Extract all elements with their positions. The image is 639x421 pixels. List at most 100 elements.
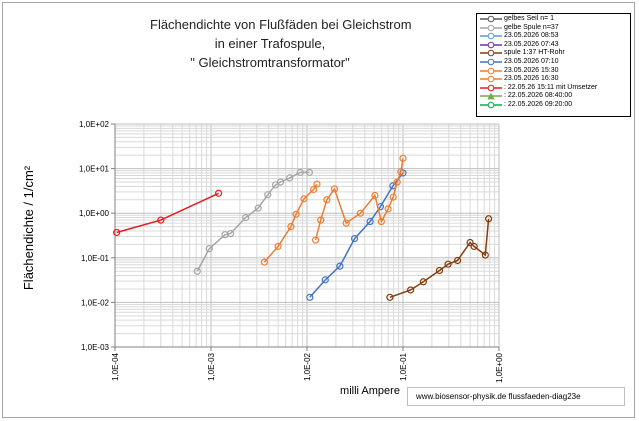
series-8 xyxy=(113,189,223,237)
legend-entry: 23.05.2026 07:43 xyxy=(477,41,630,50)
data-point xyxy=(157,216,165,224)
legend-swatch xyxy=(480,93,502,100)
series-1 xyxy=(193,168,314,275)
data-point xyxy=(205,245,213,253)
legend-entry: 23.05.2026 08:53 xyxy=(477,32,630,41)
data-point xyxy=(317,216,325,224)
x-tick-label: 1,0E-01 xyxy=(399,352,408,381)
data-point xyxy=(397,168,405,176)
data-point xyxy=(342,219,350,227)
series-4 xyxy=(386,215,493,301)
legend-entry: : 22.05.2026 08:40:00 xyxy=(477,92,630,101)
legend-swatch xyxy=(480,15,502,23)
legend-label: spule 1:37 HT-Rohr xyxy=(504,49,565,57)
data-point xyxy=(286,174,294,182)
legend-swatch xyxy=(480,58,502,66)
data-point xyxy=(389,193,397,201)
legend-entry: : 22.05.26 15:11 mit Umsetzer xyxy=(477,84,630,93)
data-point xyxy=(242,213,250,222)
data-point xyxy=(336,262,344,270)
series-7 xyxy=(312,154,407,244)
legend-swatch xyxy=(480,24,502,31)
series-line xyxy=(314,158,404,241)
data-point xyxy=(296,168,304,177)
data-point xyxy=(306,293,314,301)
data-point xyxy=(300,195,308,203)
data-point xyxy=(371,191,379,200)
chart-frame xyxy=(2,2,635,418)
legend-marker xyxy=(487,75,495,83)
data-point xyxy=(312,236,320,244)
data-point xyxy=(226,229,235,238)
y-tick-label: 1,0E+00 xyxy=(79,209,110,218)
legend-label: 23.05.2026 07:43 xyxy=(504,40,559,48)
legend-swatch xyxy=(480,32,502,40)
y-tick-label: 1,0E+01 xyxy=(79,165,110,174)
legend-swatch xyxy=(480,75,502,83)
legend-entry: gelbe Spule n=37 xyxy=(477,24,630,33)
data-point xyxy=(292,210,300,218)
data-point xyxy=(407,286,415,294)
data-point xyxy=(356,209,365,217)
data-point xyxy=(330,185,339,193)
legend-swatch xyxy=(480,50,502,57)
data-point xyxy=(386,293,394,301)
data-point xyxy=(366,217,374,226)
y-tick-label: 1,0E+02 xyxy=(79,120,110,129)
data-point xyxy=(193,267,201,275)
chart-series xyxy=(113,154,493,301)
legend-marker xyxy=(487,93,495,100)
data-point xyxy=(113,228,121,237)
legend-swatch xyxy=(480,101,502,109)
legend-entry: spule 1:37 HT-Rohr xyxy=(477,49,630,58)
x-tick-label: 1,0E-03 xyxy=(207,352,216,381)
data-point xyxy=(260,258,269,266)
legend-marker xyxy=(487,67,495,74)
data-point xyxy=(435,266,444,275)
legend-swatch xyxy=(480,41,502,49)
legend-label: : 22.05.2026 09:20:00 xyxy=(504,100,573,108)
legend-label: : 22.05.2026 08:40:00 xyxy=(504,92,573,100)
series-line xyxy=(389,218,490,299)
data-point xyxy=(444,260,452,268)
chart-grid xyxy=(114,123,500,348)
legend-entry: gelbes Seil n= 1 xyxy=(477,15,630,24)
data-point xyxy=(393,178,401,186)
legend-marker xyxy=(487,84,495,92)
data-point xyxy=(254,204,262,212)
legend-marker xyxy=(487,15,495,23)
data-point xyxy=(419,278,427,286)
data-point xyxy=(466,238,474,247)
chart-title-line-3: " Gleichstromtransformator" xyxy=(190,55,350,70)
legend-label: gelbe Spule n=37 xyxy=(504,23,559,31)
data-point xyxy=(481,251,489,259)
y-tick-label: 1,0E-02 xyxy=(81,298,110,307)
legend-label: 23.05.2026 16:30 xyxy=(504,75,559,83)
legend-label: gelbes Seil n= 1 xyxy=(504,15,555,22)
series-line xyxy=(263,183,318,263)
data-point xyxy=(309,185,318,194)
y-axis-label: Flächendichte / 1/cm² xyxy=(21,165,36,290)
series-line xyxy=(116,192,219,234)
data-point xyxy=(313,180,321,188)
data-point xyxy=(453,256,462,265)
legend-marker xyxy=(487,101,495,109)
data-point xyxy=(470,242,478,251)
y-tick-label: 1,0E-03 xyxy=(81,343,110,352)
legend-marker xyxy=(487,58,495,66)
data-point xyxy=(323,196,331,204)
legend-entry: : 22.05.2026 09:20:00 xyxy=(477,101,630,110)
legend-marker xyxy=(487,24,495,31)
chart-title-line-1: Flächendichte von Flußfäden bei Gleichst… xyxy=(150,17,412,32)
chart-axes: 1,0E+02 1,0E+01 1,0E+00 1,0E-01 1,0E-02 1,0E-… xyxy=(79,120,504,383)
legend-label: : 22.05.26 15:11 mit Umsetzer xyxy=(504,83,598,91)
legend-marker xyxy=(487,50,495,57)
chart-title-line-2: in einer Trafospule, xyxy=(214,36,326,51)
chart-legend: gelbes Seil n= 1 gelbe Spule n=37 23.05.20… xyxy=(476,13,631,117)
data-point xyxy=(287,223,295,231)
x-tick-label: 1,0E+00 xyxy=(495,352,504,383)
legend-swatch xyxy=(480,84,502,92)
watermark-box: www.biosensor-physik.de flussfaeden-diag… xyxy=(407,387,625,406)
legend-label: 23.05.2026 08:53 xyxy=(504,32,559,40)
